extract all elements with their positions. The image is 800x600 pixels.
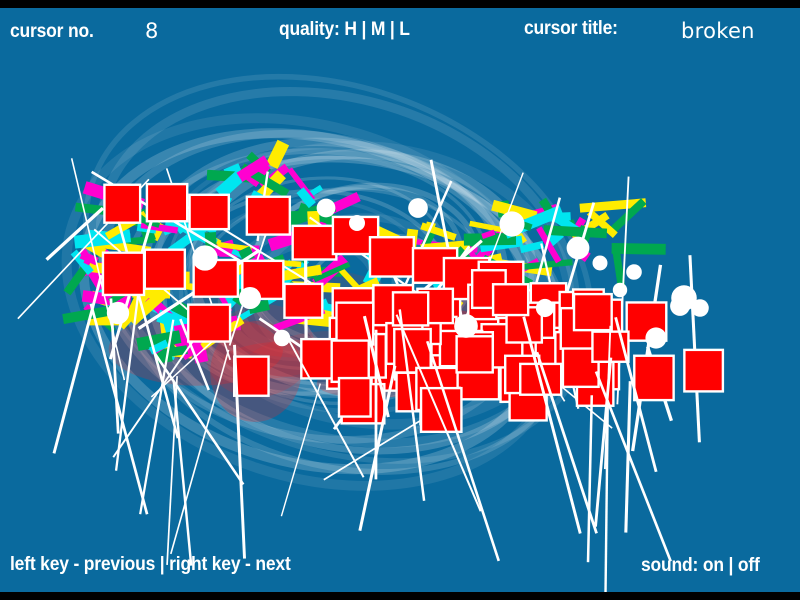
cursor-number-label: cursor no. xyxy=(10,21,94,42)
artwork-stage xyxy=(0,8,800,592)
quality-selector[interactable]: quality: H | M | L xyxy=(279,19,410,40)
cursor-number-value: 8 xyxy=(145,19,159,43)
sound-toggle[interactable]: sound: on | off xyxy=(641,555,760,576)
navigation-hint[interactable]: left key - previous | right key - next xyxy=(10,554,291,575)
cursor-title-value: broken xyxy=(681,19,755,43)
cursor-title-label: cursor title: xyxy=(524,18,618,39)
generative-artwork xyxy=(17,73,725,592)
letterbox-bottom xyxy=(0,592,800,600)
letterbox-top xyxy=(0,0,800,8)
